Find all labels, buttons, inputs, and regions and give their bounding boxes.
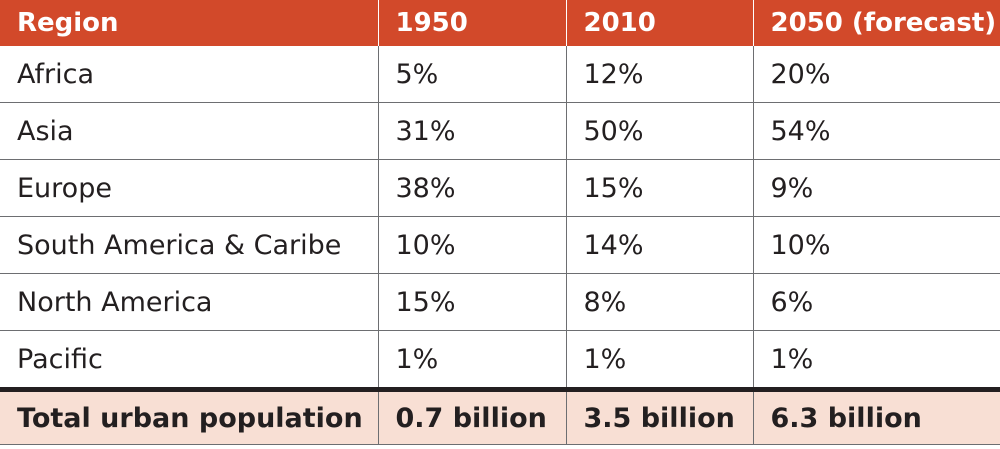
region-cell: Asia [0,102,378,160]
header-row: Region 1950 2010 2050 (forecast) [0,0,1000,46]
table-row: Pacific 1% 1% 1% [0,330,1000,392]
value-1950-cell: 38% [377,159,566,217]
table-row: South America & Caribe 10% 14% 10% [0,216,1000,274]
region-cell: South America & Caribe [0,216,378,274]
region-cell: North America [0,273,378,331]
value-1950-cell: 10% [377,216,566,274]
value-2050-cell: 20% [752,46,1000,103]
value-2010-cell: 14% [565,216,753,274]
total-2050-cell: 6.3 billion [752,389,1000,445]
value-1950-cell: 1% [377,330,566,392]
value-2010-cell: 1% [565,330,753,392]
region-cell: Europe [0,159,378,217]
region-cell: Africa [0,46,378,103]
total-1950-cell: 0.7 billion [377,389,566,445]
table-row: Africa 5% 12% 20% [0,46,1000,103]
table-row: North America 15% 8% 6% [0,273,1000,331]
value-1950-cell: 15% [377,273,566,331]
table-row: Europe 38% 15% 9% [0,159,1000,217]
value-2010-cell: 50% [565,102,753,160]
header-2050: 2050 (forecast) [752,0,1000,46]
value-1950-cell: 5% [377,46,566,103]
region-cell: Pacific [0,330,378,392]
value-2010-cell: 12% [565,46,753,103]
header-1950: 1950 [377,0,566,46]
header-region: Region [0,0,378,46]
total-row: Total urban population 0.7 billion 3.5 b… [0,389,1000,445]
value-2050-cell: 54% [752,102,1000,160]
total-2010-cell: 3.5 billion [565,389,753,445]
value-1950-cell: 31% [377,102,566,160]
value-2010-cell: 8% [565,273,753,331]
header-2010: 2010 [565,0,753,46]
value-2050-cell: 6% [752,273,1000,331]
value-2050-cell: 10% [752,216,1000,274]
value-2050-cell: 9% [752,159,1000,217]
value-2010-cell: 15% [565,159,753,217]
total-label-cell: Total urban population [0,389,378,445]
value-2050-cell: 1% [752,330,1000,392]
table-row: Asia 31% 50% 54% [0,102,1000,160]
